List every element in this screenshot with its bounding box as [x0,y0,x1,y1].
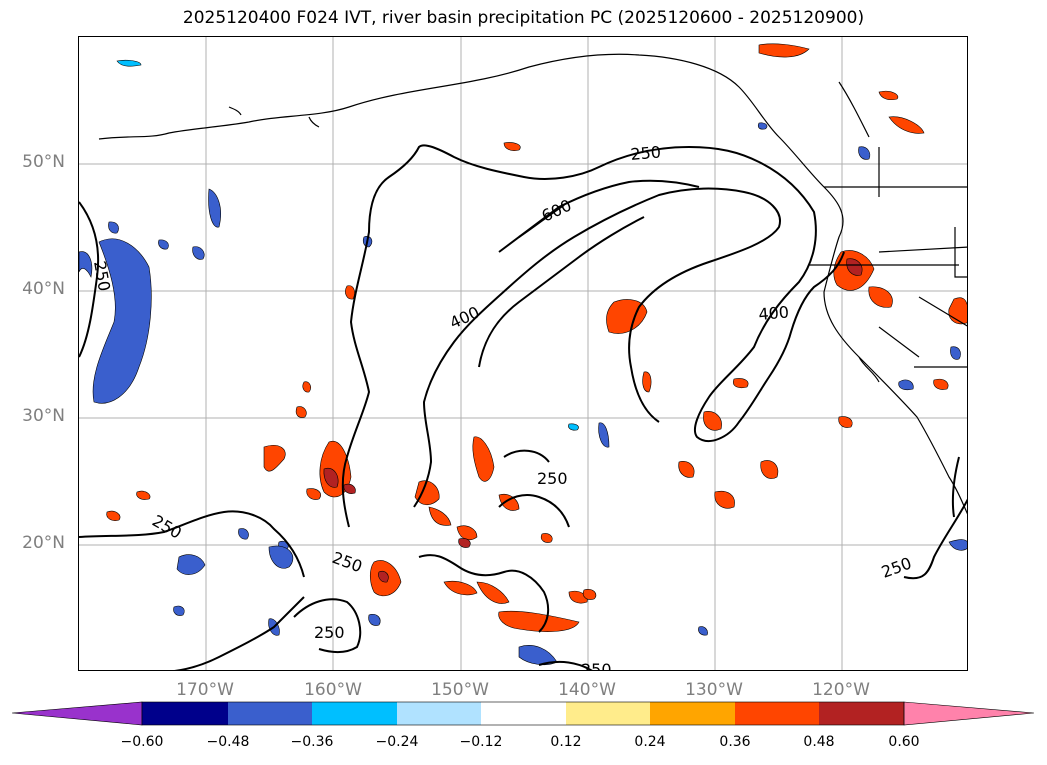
precip-negative-patches [79,59,967,666]
colorbar-tick: −0.36 [290,734,334,750]
colorbar-tick: 0.60 [888,734,920,750]
colorbar-tick: −0.60 [120,734,164,750]
lon-label-160w: 160°W [304,680,362,700]
colorbar-tick: −0.12 [459,734,503,750]
colorbar-tick: 0.36 [719,734,751,750]
lon-label-170w: 170°W [176,680,234,700]
contour-label-250-south: 250 [330,548,365,576]
contour-label-250-mid: 250 [537,469,568,488]
precip-positive-patches [106,43,967,632]
colorbar-tick: −0.24 [375,734,419,750]
colorbar-segment [735,702,819,725]
colorbar-tick: 0.48 [803,734,835,750]
contour-label-600: 600 [539,195,575,225]
lat-label-50n: 50°N [22,152,65,172]
lon-label-150w: 150°W [431,680,489,700]
colorbar-segment [650,702,735,725]
lon-label-120w: 120°W [812,680,870,700]
contour-label-250-south2: 250 [314,623,345,642]
contour-label-250-sw: 250 [149,511,185,543]
colorbar-segment [228,702,312,725]
lat-label-20n: 20°N [22,533,65,553]
colorbar-tick: 0.24 [634,734,666,750]
colorbar-segment [481,702,566,725]
contour-label-250-west: 250 [90,259,114,292]
contour-label-250-north: 250 [630,142,662,164]
figure-title: 2025120400 F024 IVT, river basin precipi… [182,8,865,28]
colorbar-segment [312,702,397,725]
colorbar-extend-low [11,701,143,726]
colorbar-tick: −0.48 [206,734,250,750]
contour-label-250-bottom: 250 [581,660,612,671]
map-panel: 250 600 400 250 250 400 250 250 250 250 … [78,36,968,671]
lat-label-30n: 30°N [22,406,65,426]
colorbar-tick: 0.12 [550,734,582,750]
contour-label-400-east: 400 [758,302,790,324]
lon-label-140w: 140°W [558,680,616,700]
coastlines [98,53,967,515]
lon-label-130w: 130°W [685,680,743,700]
colorbar-extend-high [903,701,1035,726]
colorbar-segment [819,702,904,725]
ivt-contours [79,144,967,670]
colorbar-segment [566,702,650,725]
map-canvas: 250 600 400 250 250 400 250 250 250 250 … [79,37,967,671]
colorbar-segment [142,702,228,725]
colorbar [11,701,1035,726]
lat-label-40n: 40°N [22,279,65,299]
colorbar-segment [397,702,481,725]
graticule [79,37,967,670]
